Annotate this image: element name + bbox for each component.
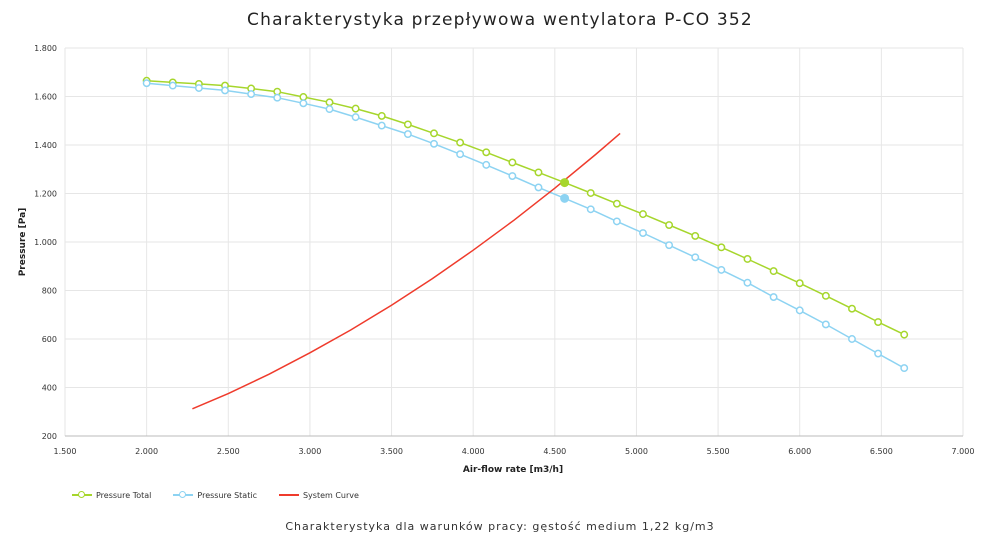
- pressure-total-point: [377, 111, 386, 120]
- pressure-total-point: [821, 291, 830, 300]
- legend-label: Pressure Static: [197, 490, 257, 500]
- pressure-static-point: [482, 160, 491, 169]
- axes: 1.500 2.000 2.500 3.000 3.500 4.000 4.500 5.000…: [34, 44, 974, 456]
- x-tick-label: 5.000: [625, 447, 648, 456]
- pressure-static-point: [586, 205, 595, 214]
- pressure-static-point: [769, 293, 778, 301]
- legend-swatch-pressure-static: [173, 490, 194, 500]
- pressure-static-point: [874, 349, 883, 358]
- y-tick-label: 1.200: [34, 190, 57, 199]
- y-tick-label: 1.400: [34, 141, 57, 150]
- pressure-total-point: [586, 189, 595, 197]
- pressure-total-point: [743, 255, 752, 263]
- x-axis-label: Air-flow rate [m3/h]: [463, 465, 563, 475]
- series: [142, 76, 909, 410]
- grid: [64, 47, 964, 437]
- pressure-total-point: [848, 304, 856, 313]
- pressure-static-point: [377, 121, 386, 130]
- pressure-total-point: [534, 168, 543, 177]
- legend-swatch-pressure-total: [72, 490, 92, 500]
- pressure-total-line: [146, 79, 905, 336]
- system-curve-line: [192, 132, 621, 410]
- pressure-total-point: [639, 210, 647, 219]
- pressure-static-point: [168, 81, 177, 90]
- y-tick-label: 600: [42, 335, 57, 344]
- pressure-total-operating-point: [560, 178, 570, 188]
- y-axis-label: Pressure [Pa]: [18, 208, 28, 277]
- pressure-static-point: [430, 139, 438, 148]
- legend-item-pressure-static[interactable]: Pressure Static: [173, 490, 257, 500]
- y-tick-label: 400: [42, 384, 57, 393]
- pressure-total-point: [769, 267, 778, 276]
- pressure-total-point: [665, 221, 674, 229]
- pressure-static-point: [848, 335, 856, 343]
- x-tick-label: 6.000: [788, 447, 811, 456]
- pressure-static-point: [247, 90, 256, 99]
- x-tick-label: 2.500: [217, 447, 240, 456]
- x-tick-label: 4.500: [543, 447, 566, 456]
- pressure-total-point: [612, 199, 621, 208]
- y-tick-label: 1.800: [34, 44, 57, 53]
- x-tick-label: 6.500: [870, 447, 893, 456]
- pressure-total-point: [403, 120, 412, 129]
- pressure-total-point: [508, 158, 517, 167]
- y-tick-label: 1.600: [34, 93, 57, 102]
- pressure-static-point: [142, 79, 151, 88]
- footnote: Charakterystyka dla warunków pracy: gęst…: [285, 520, 715, 533]
- y-tick-label: 800: [42, 287, 57, 296]
- pressure-static-point: [325, 105, 334, 114]
- x-tick-label: 1.500: [54, 447, 77, 456]
- pressure-total-point: [456, 138, 465, 147]
- x-tick-label: 3.000: [298, 447, 321, 456]
- x-tick-label: 4.000: [462, 447, 485, 456]
- pressure-static-point: [900, 364, 909, 373]
- x-tick-label: 7.000: [952, 447, 975, 456]
- pressure-static-point: [717, 265, 726, 274]
- pressure-total-point: [351, 104, 360, 113]
- y-tick-label: 1.000: [34, 238, 57, 247]
- x-tick-label: 5.500: [707, 447, 730, 456]
- legend-item-pressure-total[interactable]: Pressure Total: [72, 490, 151, 500]
- pressure-static-point: [299, 99, 308, 108]
- operating-points: [560, 178, 570, 203]
- chart-title: Charakterystyka przepływowa wentylatora …: [247, 10, 753, 30]
- pressure-static-point: [403, 130, 412, 139]
- legend: Pressure Total Pressure Static System Curv…: [72, 490, 359, 500]
- pressure-static-point: [351, 113, 360, 122]
- pressure-static-point: [273, 93, 282, 102]
- pressure-total-point: [691, 231, 700, 240]
- pressure-total-point: [717, 243, 726, 252]
- pressure-total-point: [299, 93, 308, 101]
- pressure-static-operating-point: [560, 193, 570, 203]
- pressure-static-point: [821, 320, 830, 329]
- pressure-static-point: [534, 183, 543, 192]
- pressure-static-point: [795, 306, 804, 315]
- pressure-total-point: [430, 129, 438, 138]
- pressure-total-point: [482, 148, 491, 157]
- pressure-static-point: [508, 172, 517, 180]
- pressure-static-point: [743, 278, 752, 287]
- pressure-static-line: [146, 82, 905, 369]
- pressure-static-point: [665, 241, 674, 250]
- pressure-static-point: [691, 253, 700, 262]
- pressure-static-point: [194, 84, 203, 92]
- legend-swatch-system-curve: [278, 490, 299, 500]
- pressure-total-point: [325, 98, 334, 107]
- pressure-total-point: [900, 330, 909, 339]
- pressure-total-point: [795, 279, 804, 288]
- x-tick-label: 3.500: [380, 447, 403, 456]
- pressure-static-point: [612, 217, 621, 226]
- pressure-static-point: [456, 150, 465, 159]
- legend-item-system-curve[interactable]: System Curve: [278, 490, 359, 500]
- legend-label: Pressure Total: [96, 490, 152, 500]
- pressure-static-point: [221, 86, 229, 95]
- pressure-total-point: [874, 318, 883, 326]
- legend-label: System Curve: [302, 490, 359, 500]
- y-tick-label: 200: [42, 432, 57, 441]
- x-tick-label: 2.000: [135, 447, 158, 456]
- pressure-static-point: [639, 229, 647, 237]
